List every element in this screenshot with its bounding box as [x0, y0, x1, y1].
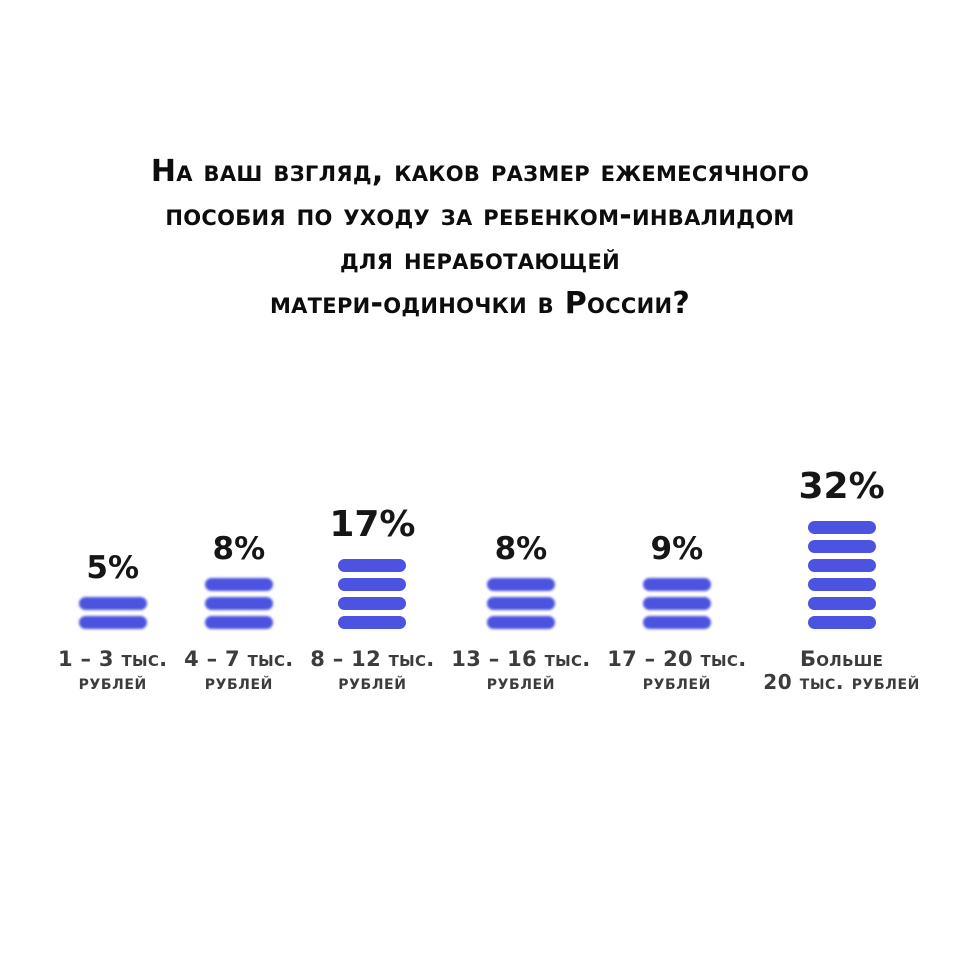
bar-pill [78, 615, 147, 629]
bar-column: 8% 13 – 16 тыс. рублей [451, 530, 590, 693]
bar-pill [642, 577, 711, 591]
bar-pill [204, 596, 273, 610]
bar-row: 5% 1 – 3 тыс. рублей 8% 4 – 7 тыс. рубле… [58, 467, 920, 693]
pill-bar-chart: 5% 1 – 3 тыс. рублей 8% 4 – 7 тыс. рубле… [58, 467, 920, 693]
bar-column: 9% 17 – 20 тыс. рублей [607, 530, 746, 693]
category-range: 17 – 20 тыс. [607, 646, 747, 671]
value-label: 5% [86, 549, 140, 586]
category-unit: рублей [204, 669, 273, 694]
bar-pill [338, 558, 407, 572]
category-range: 13 – 16 тыс. [451, 646, 591, 671]
bar-pill [642, 596, 711, 610]
bar-pill [807, 596, 876, 610]
value-label: 8% [494, 530, 548, 567]
bar-column: 17% 8 – 12 тыс. рублей [310, 505, 434, 693]
category-label: Больше 20 тыс. рублей [763, 647, 920, 693]
category-unit: 20 тыс. рублей [763, 669, 920, 694]
bar-pill [78, 596, 147, 610]
category-label: 4 – 7 тыс. рублей [184, 647, 293, 693]
bar-pill [807, 520, 876, 534]
bar-column: 8% 4 – 7 тыс. рублей [184, 530, 293, 693]
bar-pill [338, 615, 407, 629]
title-line: пособия по уходу за ребенком-инвалидом [165, 198, 795, 233]
bar-column: 5% 1 – 3 тыс. рублей [58, 549, 167, 693]
title-line: На ваш взгляд, каков размер ежемесячного [150, 154, 810, 189]
pill-stack [78, 594, 147, 632]
category-range: Больше [799, 646, 884, 671]
value-label: 9% [650, 530, 704, 567]
bar-pill [807, 558, 876, 572]
title-line: для неработающей [340, 242, 620, 277]
category-unit: рублей [78, 669, 147, 694]
bar-pill [338, 596, 407, 610]
pill-stack [642, 575, 711, 632]
category-unit: рублей [338, 669, 407, 694]
pill-stack [807, 518, 876, 632]
pill-stack [486, 575, 555, 632]
category-range: 1 – 3 тыс. [58, 646, 168, 671]
bar-pill [204, 615, 273, 629]
bar-pill [486, 615, 555, 629]
value-label: 8% [212, 530, 266, 567]
category-unit: рублей [642, 669, 711, 694]
bar-pill [807, 539, 876, 553]
title-line: матери-одиночки в России? [269, 286, 691, 321]
category-label: 8 – 12 тыс. рублей [310, 647, 434, 693]
category-range: 4 – 7 тыс. [184, 646, 294, 671]
category-label: 17 – 20 тыс. рублей [607, 647, 746, 693]
bar-pill [204, 577, 273, 591]
value-label: 32% [798, 466, 885, 507]
category-label: 1 – 3 тыс. рублей [58, 647, 167, 693]
bar-pill [807, 615, 876, 629]
bar-pill [486, 577, 555, 591]
bar-pill [338, 577, 407, 591]
category-unit: рублей [486, 669, 556, 694]
value-label: 17% [329, 504, 416, 545]
pill-stack [204, 575, 273, 632]
category-label: 13 – 16 тыс. рублей [451, 647, 590, 693]
survey-question-title: На ваш взгляд, каков размер ежемесячного… [50, 150, 910, 326]
bar-pill [486, 596, 555, 610]
bar-pill [807, 577, 876, 591]
category-range: 8 – 12 тыс. [310, 646, 435, 671]
pill-stack [338, 556, 407, 632]
bar-column: 32% Больше 20 тыс. рублей [763, 467, 920, 693]
bar-pill [642, 615, 711, 629]
